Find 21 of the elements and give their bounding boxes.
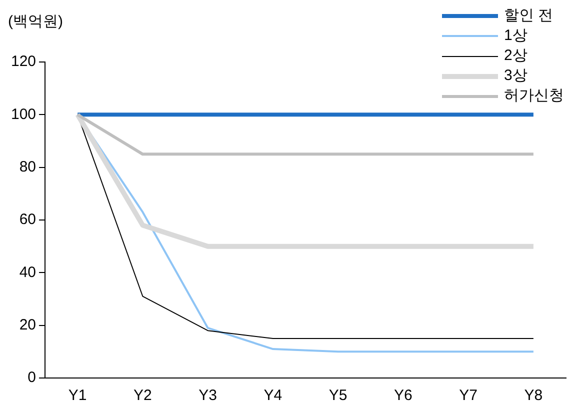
legend-label: 2상 (504, 46, 528, 66)
x-tick-label: Y7 (459, 387, 478, 404)
y-tick-label: 0 (28, 369, 36, 386)
x-tick-label: Y5 (328, 387, 348, 404)
x-tick-label: Y4 (264, 387, 282, 404)
legend-label: 1상 (504, 26, 528, 46)
y-tick-label: 100 (10, 106, 36, 123)
x-tick-label: Y1 (68, 387, 87, 404)
x-tick-label: Y2 (134, 387, 152, 404)
y-axis-title: (백억원) (8, 12, 63, 31)
y-tick-label: 40 (19, 264, 36, 281)
x-tick-label: Y6 (394, 387, 412, 404)
x-tick-label: Y8 (524, 387, 543, 404)
legend-label: 허가신청 (504, 86, 564, 106)
y-tick-label: 60 (19, 211, 36, 228)
y-tick-label: 120 (10, 53, 36, 70)
y-tick-label: 20 (19, 316, 36, 334)
x-tick-label: Y3 (198, 387, 218, 404)
legend-label: 할인 전 (504, 6, 554, 26)
legend-label: 3상 (504, 66, 528, 86)
y-tick-label: 80 (19, 158, 36, 176)
